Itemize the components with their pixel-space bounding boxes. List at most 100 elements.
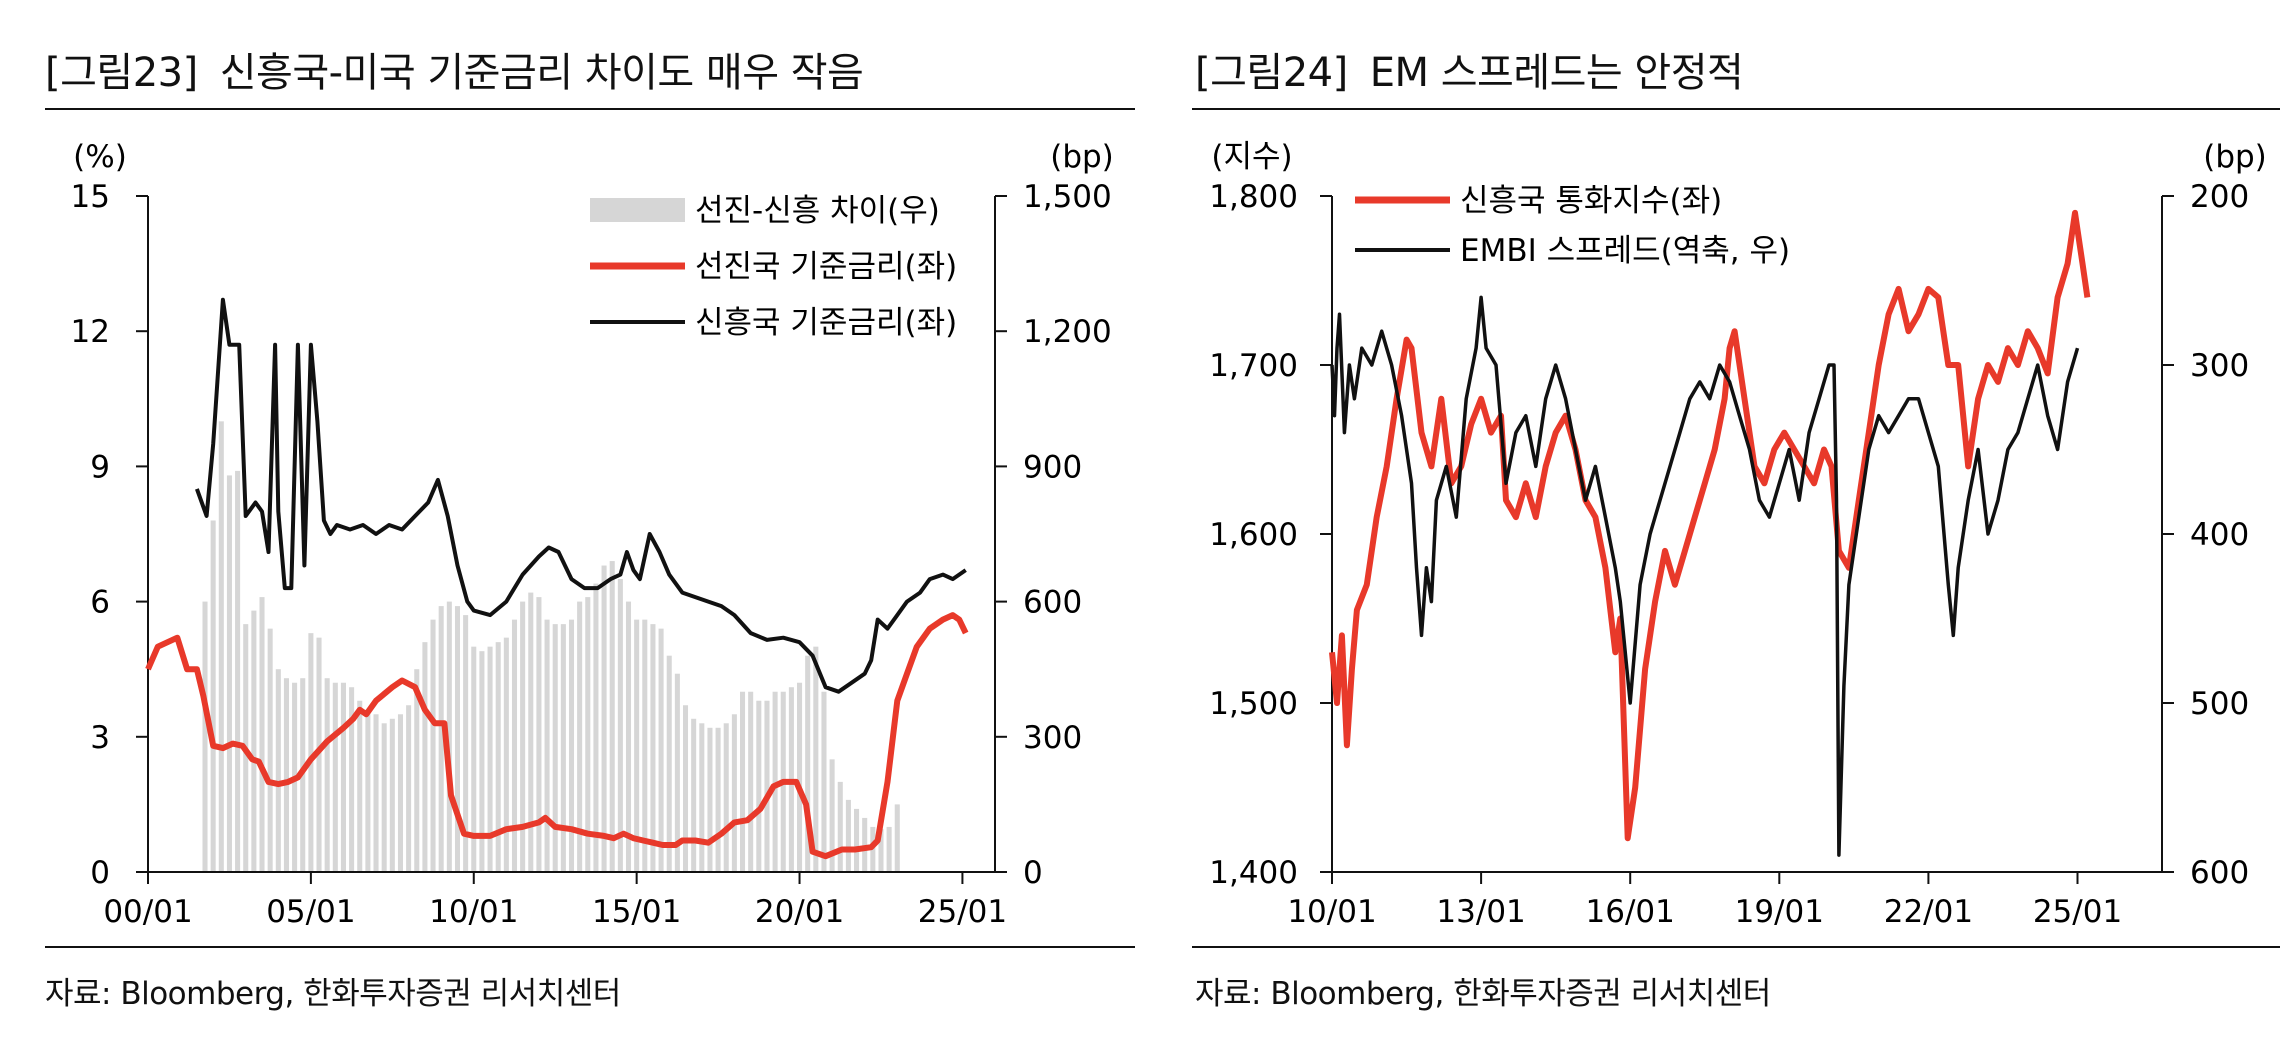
spread-bar — [438, 606, 444, 872]
spread-bar — [430, 619, 436, 872]
spread-bar — [560, 624, 566, 872]
y-right-tick-label: 1,500 — [1023, 179, 1112, 215]
y-left-tick-label: 9 — [90, 449, 110, 485]
spread-bar — [454, 606, 461, 872]
y-left-tick-label: 1,700 — [1209, 348, 1298, 384]
figure-title-text: 신흥국-미국 기준금리 차이도 매우 작음 — [219, 50, 864, 96]
spread-bar — [878, 829, 884, 872]
source-rule — [1192, 946, 2280, 948]
spread-bar — [520, 601, 526, 872]
spread-bar — [332, 682, 338, 872]
y-right-tick-label: 0 — [1023, 855, 1043, 891]
x-tick-label: 10/01 — [1287, 894, 1376, 930]
figure-title: [그림24] EM 스프레드는 안정적 — [1195, 40, 1744, 98]
legend-label: 신흥국 기준금리(좌) — [695, 305, 957, 341]
spread-bar — [397, 714, 403, 872]
spread-bar — [568, 619, 575, 872]
spread-bar — [446, 601, 452, 872]
y-right-tick-label: 500 — [2190, 686, 2249, 722]
spread-bar — [772, 691, 778, 872]
spread-bar — [894, 804, 900, 872]
spread-bar — [886, 826, 892, 872]
series-line-embi-spread — [1330, 295, 2080, 857]
spread-bar — [617, 579, 623, 872]
y-left-tick-label: 1,600 — [1209, 517, 1298, 553]
spread-bar — [601, 565, 607, 872]
spread-bar — [691, 718, 697, 872]
spread-bar — [210, 520, 216, 872]
legend-label: EMBI 스프레드(역축, 우) — [1460, 233, 1790, 269]
x-tick-label: 10/01 — [429, 894, 518, 930]
legend-label: 신흥국 통화지수(좌) — [1460, 183, 1722, 219]
spread-bar — [357, 700, 363, 872]
spread-bar — [218, 421, 224, 872]
y-right-tick-label: 200 — [2190, 179, 2249, 215]
spread-bar — [528, 592, 534, 872]
spread-bar — [797, 682, 803, 872]
y-left-tick-label: 1,400 — [1209, 855, 1298, 891]
spread-bar — [829, 759, 835, 872]
chart-left: 0 3 6 9 12 15 0 300 600 900 1,200 1,500 (%) (bp) 00/01… — [71, 139, 1114, 930]
y-right-tick-label: 1,200 — [1023, 314, 1112, 350]
figure-number: [그림24] — [1195, 50, 1348, 96]
spread-bar — [731, 714, 737, 872]
x-tick-label: 00/01 — [103, 894, 192, 930]
spread-bar — [365, 709, 371, 872]
x-tick-label: 22/01 — [1884, 894, 1973, 930]
spread-bar — [585, 597, 591, 872]
spread-bar — [381, 723, 387, 872]
x-tick-label: 19/01 — [1735, 894, 1824, 930]
spread-bar — [674, 673, 680, 872]
y-right-tick-label: 600 — [1023, 585, 1082, 621]
figure-title: [그림23] 신흥국-미국 기준금리 차이도 매우 작음 — [45, 40, 864, 98]
spread-bar — [813, 646, 819, 872]
spread-bar — [503, 637, 509, 872]
spread-bar — [226, 475, 232, 872]
source-note: 자료: Bloomberg, 한화투자증권 리서치센터 — [45, 976, 621, 1012]
spread-bar — [854, 808, 860, 872]
y-left-tick-label: 6 — [90, 585, 110, 621]
series-line-currency-index — [1329, 209, 2091, 842]
series-line — [145, 612, 969, 860]
spread-bar — [275, 669, 281, 872]
spread-bar — [235, 470, 241, 872]
spread-bar — [650, 624, 656, 872]
spread-bar — [845, 799, 851, 872]
source-note: 자료: Bloomberg, 한화투자증권 리서치센터 — [1195, 976, 1771, 1012]
spread-bar — [406, 705, 412, 872]
x-tick-label: 20/01 — [755, 894, 844, 930]
spread-bar — [389, 718, 395, 872]
title-rule — [1192, 108, 2280, 110]
spread-bar — [479, 651, 485, 872]
spread-bar — [324, 678, 330, 872]
source-rule — [45, 946, 1135, 948]
figure-title-text: EM 스프레드는 안정적 — [1369, 50, 1744, 96]
spread-bar — [625, 601, 632, 872]
spread-bar — [682, 705, 689, 872]
spread-bar — [340, 682, 346, 872]
spread-bar — [283, 678, 289, 872]
y-left-tick-label: 12 — [71, 314, 110, 350]
spread-bar — [756, 700, 762, 872]
spread-bar — [715, 727, 721, 872]
y-right-tick-label: 400 — [2190, 517, 2249, 553]
legend-label: 선진국 기준금리(좌) — [695, 249, 957, 285]
title-rule — [45, 108, 1135, 110]
spread-bar — [821, 691, 827, 872]
spread-bar — [536, 597, 542, 872]
series-line — [195, 297, 967, 694]
spread-bar — [259, 597, 265, 872]
spread-bar — [862, 817, 868, 872]
spread-bar — [544, 619, 550, 872]
spread-bar — [316, 637, 322, 872]
figure-number: [그림23] — [45, 50, 198, 96]
figure-23: [그림23] 신흥국-미국 기준금리 차이도 매우 작음 0 3 6 9 12 15 0 300… — [45, 40, 1135, 1012]
spread-bar — [471, 646, 477, 872]
spread-bar — [552, 624, 558, 872]
spread-bar — [577, 601, 583, 872]
x-tick-label: 25/01 — [918, 894, 1007, 930]
spread-bar — [593, 583, 599, 872]
spread-bar — [487, 646, 493, 872]
y-right-unit: (bp) — [2203, 139, 2267, 175]
spread-bar — [634, 619, 640, 872]
